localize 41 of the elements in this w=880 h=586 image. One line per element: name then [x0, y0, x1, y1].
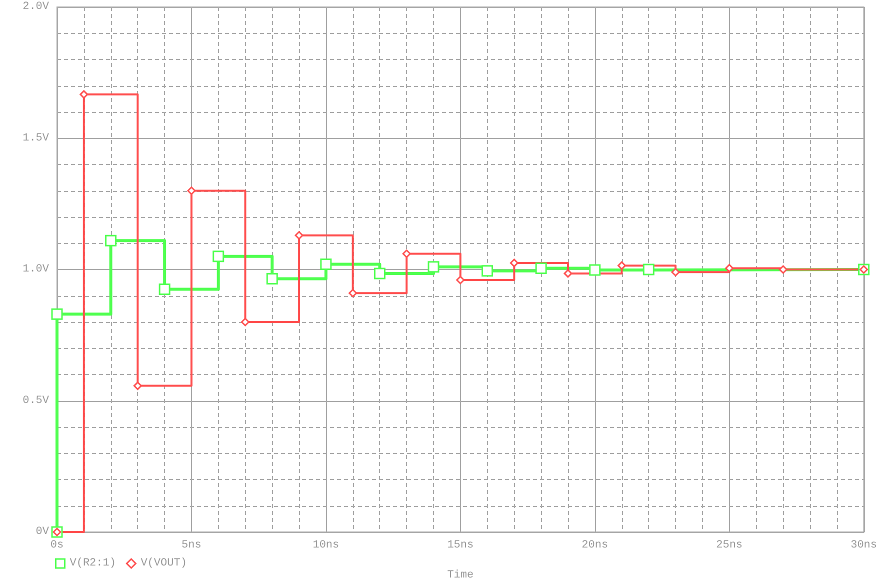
point	[589, 264, 601, 276]
point	[482, 265, 494, 277]
point	[294, 231, 304, 240]
x-tick-label: 0s	[50, 540, 64, 552]
point	[105, 234, 117, 246]
y-tick-label: 1.5V	[22, 132, 50, 144]
x-tick-label: 15ns	[447, 540, 474, 552]
point	[212, 250, 224, 262]
point	[80, 90, 88, 99]
point	[133, 382, 142, 390]
point	[348, 288, 358, 298]
x-tick-label: 20ns	[582, 540, 608, 552]
point	[618, 261, 626, 270]
x-tick-label: 10ns	[312, 540, 340, 552]
point	[510, 258, 518, 268]
point	[266, 272, 278, 284]
point	[642, 264, 654, 276]
point	[187, 186, 196, 195]
y-tick-label: 2.0V	[22, 1, 50, 13]
point	[535, 262, 547, 274]
y-tick-label: 1.0V	[22, 264, 50, 276]
point	[374, 268, 386, 280]
legend-label: V(R2:1)	[70, 558, 116, 570]
y-tick-label: 0V	[36, 526, 50, 538]
point	[725, 264, 734, 272]
point	[456, 276, 465, 284]
point	[778, 265, 788, 274]
point	[51, 308, 63, 320]
x-tick-label: 30ns	[850, 540, 877, 552]
point	[320, 258, 332, 270]
point	[671, 268, 680, 276]
point	[241, 318, 250, 326]
point	[564, 269, 572, 278]
point	[158, 283, 170, 295]
x-tick-label: 5ns	[182, 540, 202, 552]
point	[402, 250, 411, 258]
legend-label: V(VOUT)	[140, 558, 187, 570]
y-tick-label: 0.5V	[22, 394, 50, 407]
x-axis-title: Time	[447, 570, 474, 582]
point	[428, 261, 440, 273]
x-tick-label: 25ns	[716, 540, 743, 552]
